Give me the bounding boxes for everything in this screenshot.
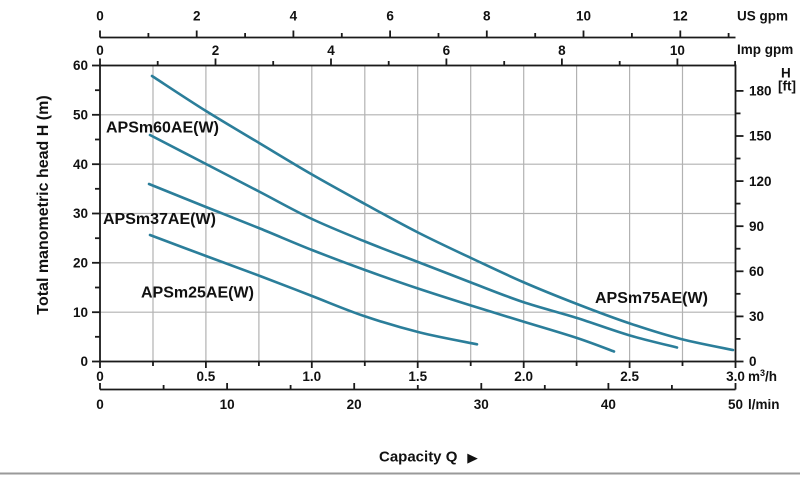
- svg-text:APSm37AE(W): APSm37AE(W): [103, 211, 216, 228]
- svg-text:2: 2: [212, 43, 220, 58]
- svg-text:Total manometric head H (m): Total manometric head H (m): [35, 95, 52, 314]
- svg-text:60: 60: [749, 264, 764, 279]
- svg-text:0: 0: [96, 9, 104, 24]
- svg-text:10: 10: [576, 9, 591, 24]
- svg-text:40: 40: [73, 157, 88, 172]
- svg-text:4: 4: [327, 43, 335, 58]
- svg-text:30: 30: [749, 309, 764, 324]
- svg-text:30: 30: [474, 397, 489, 412]
- svg-text:m3/h: m3/h: [748, 368, 777, 384]
- svg-text:APSm75AE(W): APSm75AE(W): [595, 290, 708, 307]
- svg-text:8: 8: [558, 43, 566, 58]
- svg-text:120: 120: [749, 174, 772, 189]
- svg-text:50: 50: [728, 397, 743, 412]
- svg-text:0.5: 0.5: [197, 369, 216, 384]
- svg-text:[ft]: [ft]: [778, 79, 796, 94]
- svg-text:30: 30: [73, 206, 88, 221]
- svg-text:12: 12: [673, 9, 688, 24]
- svg-text:H: H: [781, 66, 791, 81]
- svg-text:1.5: 1.5: [408, 369, 427, 384]
- svg-text:20: 20: [347, 397, 362, 412]
- svg-text:0: 0: [80, 354, 88, 369]
- svg-text:l/min: l/min: [748, 397, 780, 412]
- svg-text:180: 180: [749, 84, 772, 99]
- svg-text:0: 0: [96, 43, 104, 58]
- svg-text:1.0: 1.0: [302, 369, 321, 384]
- svg-text:10: 10: [73, 305, 88, 320]
- svg-text:APSm25AE(W): APSm25AE(W): [141, 285, 254, 302]
- svg-text:Imp gpm: Imp gpm: [737, 42, 793, 57]
- svg-text:6: 6: [386, 9, 394, 24]
- svg-text:3.0: 3.0: [726, 369, 745, 384]
- svg-text:6: 6: [443, 43, 451, 58]
- svg-text:2.0: 2.0: [514, 369, 533, 384]
- svg-text:150: 150: [749, 129, 772, 144]
- svg-text:50: 50: [73, 108, 88, 123]
- svg-text:20: 20: [73, 256, 88, 271]
- svg-text:2.5: 2.5: [620, 369, 639, 384]
- svg-text:APSm60AE(W): APSm60AE(W): [106, 120, 219, 137]
- svg-text:40: 40: [601, 397, 616, 412]
- svg-text:0: 0: [96, 369, 104, 384]
- svg-text:8: 8: [483, 9, 491, 24]
- svg-text:US gpm: US gpm: [737, 9, 788, 24]
- svg-text:10: 10: [670, 43, 685, 58]
- svg-text:2: 2: [193, 9, 201, 24]
- svg-text:10: 10: [220, 397, 235, 412]
- svg-text:0: 0: [749, 354, 757, 369]
- svg-text:Capacity Q: Capacity Q: [379, 449, 458, 466]
- svg-text:60: 60: [73, 58, 88, 73]
- svg-text:90: 90: [749, 219, 764, 234]
- svg-text:4: 4: [290, 9, 298, 24]
- svg-text:0: 0: [96, 397, 104, 412]
